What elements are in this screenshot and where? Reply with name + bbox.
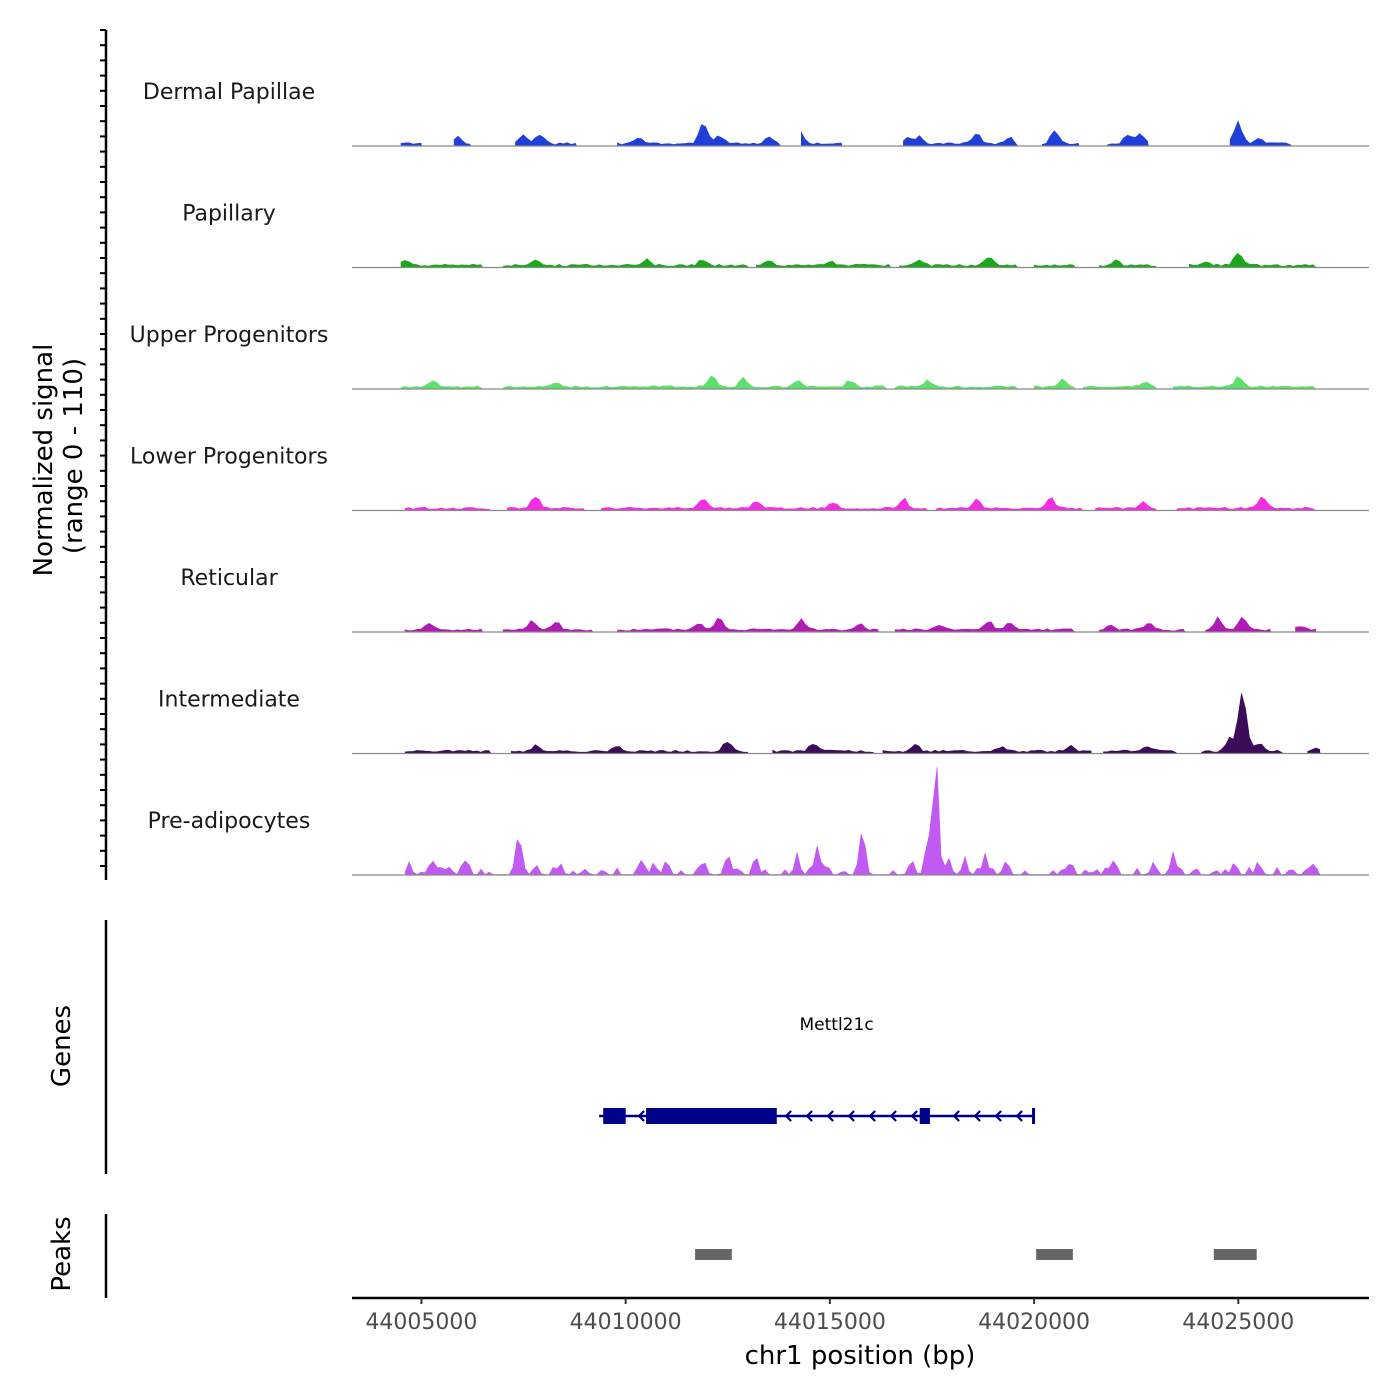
coverage-area [404,496,1317,511]
genes-panel-title: Genes [47,1005,77,1087]
gene-exon [1032,1108,1036,1124]
strand-arrow [1015,1110,1023,1122]
track-pre-adipocytes: Pre-adipocytes [148,766,1369,876]
coverage-area [404,766,1321,876]
track-label: Lower Progenitors [130,445,328,470]
track-dermal-papillae: Dermal Papillae [143,80,1369,147]
gene-exon [919,1108,930,1124]
track-label: Reticular [180,566,278,591]
track-label: Pre-adipocytes [148,809,311,834]
track-label: Papillary [182,202,276,227]
coverage-area [404,616,1317,633]
x-axis-title: chr1 position (bp) [745,1341,976,1371]
coverage-area [400,252,1317,268]
x-tick-label: 44025000 [1182,1310,1294,1335]
track-lower-progenitors: Lower Progenitors [130,445,1369,512]
coverage-area [400,375,1317,390]
x-tick-label: 44005000 [365,1310,477,1335]
track-label: Dermal Papillae [143,80,315,105]
coverage-tracks: Dermal Papillae Papillary Upper Progenitor… [130,80,1369,876]
coverage-area [404,693,1321,754]
x-axis: 44005000 44010000 44015000 44020000 44025000 [365,1298,1294,1335]
x-tick-label: 44020000 [978,1310,1090,1335]
gene-label: Mettl21c [800,1015,874,1035]
track-intermediate: Intermediate [158,688,1369,755]
peaks-panel-title: Peaks [47,1216,77,1291]
strand-arrow [994,1110,1002,1122]
track-papillary: Papillary [182,202,1369,269]
strand-arrow [784,1110,792,1122]
strand-arrow [826,1110,834,1122]
strand-arrow [889,1110,897,1122]
gene-mettl21c: Mettl21c [599,1015,1036,1124]
strand-arrow [805,1110,813,1122]
gene-exon [646,1108,777,1124]
coverage-area [400,120,1293,147]
gene-exon [603,1108,626,1124]
x-tick-label: 44015000 [774,1310,886,1335]
track-label: Intermediate [158,688,300,713]
y-axis-title-line1: Normalized signal [29,344,59,577]
peak-region [1036,1249,1073,1260]
track-label: Upper Progenitors [130,323,329,348]
strand-arrow [910,1110,918,1122]
strand-arrow [973,1110,981,1122]
strand-arrow [847,1110,855,1122]
strand-arrow [952,1110,960,1122]
peak-region [1213,1249,1257,1260]
coverage-y-ticks [100,29,106,867]
x-tick-label: 44010000 [570,1310,682,1335]
strand-arrow [637,1110,645,1122]
peaks-track [695,1249,1257,1260]
strand-arrow [868,1110,876,1122]
track-upper-progenitors: Upper Progenitors [130,323,1369,390]
track-reticular: Reticular [180,566,1369,633]
peak-region [695,1249,732,1260]
gene-track: Mettl21c [599,1015,1036,1124]
y-axis-title-line2: (range 0 - 110) [59,358,89,554]
